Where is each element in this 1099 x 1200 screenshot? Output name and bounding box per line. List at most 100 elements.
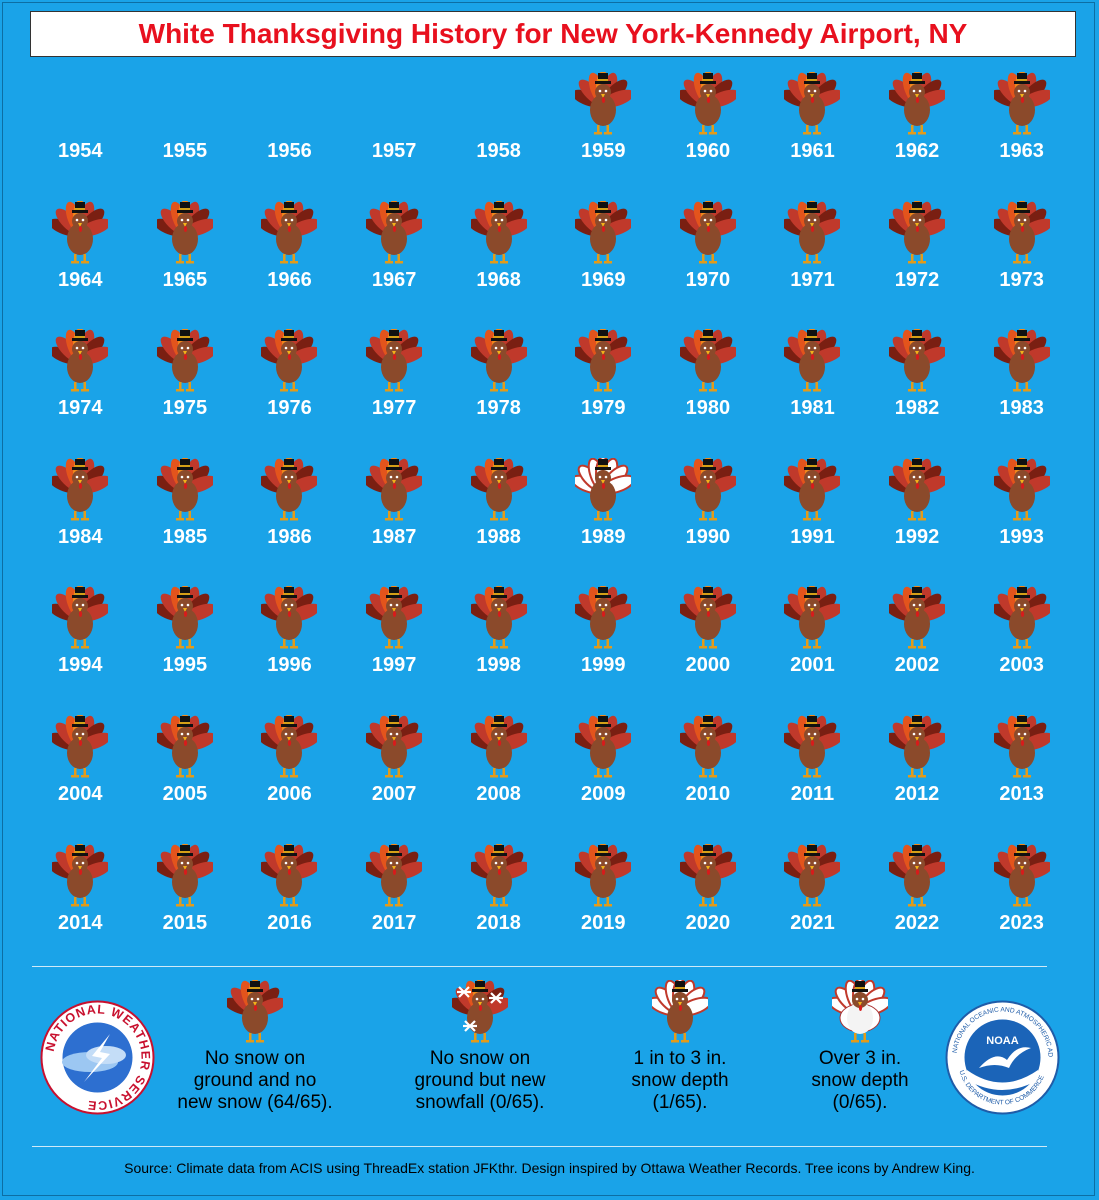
year-cell: 1973 (969, 199, 1074, 328)
turkey-no-snow-icon (261, 200, 318, 264)
year-label: 1957 (371, 140, 417, 162)
year-label: 2021 (790, 911, 835, 934)
legend-text-line3: (0/65). (832, 1092, 888, 1113)
turkey-no-snow-icon (993, 843, 1050, 907)
divider-bottom (32, 1146, 1047, 1147)
year-cell: 1974 (28, 327, 133, 456)
year-label: 1965 (162, 268, 208, 291)
year-label: 2012 (894, 782, 940, 805)
year-label: 1969 (581, 268, 626, 291)
year-cell: 2013 (969, 713, 1074, 842)
legend-turkey-no-snow-icon (227, 980, 283, 1043)
year-label: 1959 (581, 140, 626, 162)
turkey-no-snow-icon (679, 457, 736, 521)
turkey-no-snow-icon (889, 72, 946, 135)
turkey-no-snow-icon (52, 586, 109, 649)
turkey-no-snow-icon (52, 843, 109, 907)
year-label: 1958 (476, 140, 521, 162)
year-label: 2008 (476, 782, 521, 805)
turkey-no-snow-icon (156, 329, 213, 392)
year-cell: 1991 (760, 456, 865, 585)
year-cell: 1957 (342, 70, 447, 199)
year-label: 2002 (894, 654, 940, 677)
year-label: 2018 (476, 911, 521, 934)
year-label: 2016 (267, 911, 312, 934)
turkey-no-snow-icon (679, 72, 736, 135)
year-label: 2004 (58, 782, 103, 805)
turkey-no-snow-icon (261, 714, 318, 778)
year-label: 1968 (476, 268, 521, 291)
turkey-no-snow-icon (889, 714, 946, 778)
turkey-no-snow-icon (366, 457, 423, 521)
year-label: 1990 (685, 525, 731, 548)
year-label: 2001 (790, 654, 835, 677)
year-cell: 1976 (237, 327, 342, 456)
turkey-no-snow-icon (366, 200, 423, 264)
year-cell: 1998 (446, 584, 551, 713)
legend-item-depth-1-3: 1 in to 3 in. snow depth (1/65). (590, 980, 770, 1114)
year-cell: 1980 (656, 327, 761, 456)
year-cell: 1961 (760, 70, 865, 199)
year-cell: 1977 (342, 327, 447, 456)
turkey-no-snow-icon (470, 329, 527, 392)
turkey-no-snow-icon (470, 200, 527, 264)
turkey-no-snow-icon (784, 72, 841, 135)
turkey-no-snow-icon (993, 586, 1050, 649)
year-label: 1979 (581, 397, 626, 420)
turkey-no-snow-icon (575, 586, 632, 649)
year-cell: 2006 (237, 713, 342, 842)
year-cell: 1965 (133, 199, 238, 328)
turkey-no-snow-icon (156, 200, 213, 264)
year-label: 1996 (267, 654, 312, 677)
year-label: 1963 (999, 140, 1044, 162)
year-cell: 1966 (237, 199, 342, 328)
legend-text-line3: (1/65). (652, 1092, 708, 1113)
turkey-no-snow-icon (366, 843, 423, 907)
year-label: 1977 (371, 397, 417, 420)
year-cell: 2020 (656, 842, 761, 971)
turkey-no-snow-icon (679, 843, 736, 907)
turkey-no-snow-icon (261, 457, 318, 521)
year-cell: 1994 (28, 584, 133, 713)
turkey-no-snow-icon (784, 457, 841, 521)
year-cell: 1996 (237, 584, 342, 713)
year-cell: 1969 (551, 199, 656, 328)
year-label: 1974 (58, 397, 103, 420)
year-cell: 1990 (656, 456, 761, 585)
year-cell: 1967 (342, 199, 447, 328)
year-label: 1983 (999, 397, 1044, 420)
turkey-no-snow-icon (470, 843, 527, 907)
year-label: 2011 (790, 782, 835, 805)
year-cell: 2012 (865, 713, 970, 842)
year-label: 1972 (894, 268, 940, 291)
year-label: 1956 (267, 140, 312, 162)
year-cell: 1979 (551, 327, 656, 456)
year-cell: 1997 (342, 584, 447, 713)
year-cell: 1954 (28, 70, 133, 199)
turkey-no-snow-icon (889, 200, 946, 264)
turkey-no-snow-icon (366, 329, 423, 392)
year-cell: 1955 (133, 70, 238, 199)
year-cell: 2005 (133, 713, 238, 842)
year-label: 1980 (685, 397, 731, 420)
turkey-no-snow-icon (52, 329, 109, 392)
turkey-no-snow-icon (575, 200, 632, 264)
year-cell: 1962 (865, 70, 970, 199)
year-cell: 2023 (969, 842, 1074, 971)
year-label: 1978 (476, 397, 521, 420)
source-note: Source: Climate data from ACIS using Thr… (124, 1160, 975, 1176)
year-label: 2009 (581, 782, 626, 805)
turkey-no-snow-icon (993, 714, 1050, 778)
turkey-no-snow-icon (575, 714, 632, 778)
turkey-no-snow-icon (156, 714, 213, 778)
turkey-no-snow-icon (156, 457, 213, 521)
year-cell: 2010 (656, 713, 761, 842)
turkey-no-snow-icon (784, 714, 841, 778)
year-label: 1967 (371, 268, 417, 291)
legend-turkey-depth-1-3-icon (652, 980, 708, 1043)
year-label: 2014 (58, 911, 103, 934)
legend-text-line1: No snow on (204, 1048, 306, 1069)
legend-text-line2: ground but new (414, 1070, 546, 1091)
turkey-no-snow-icon (575, 843, 632, 907)
